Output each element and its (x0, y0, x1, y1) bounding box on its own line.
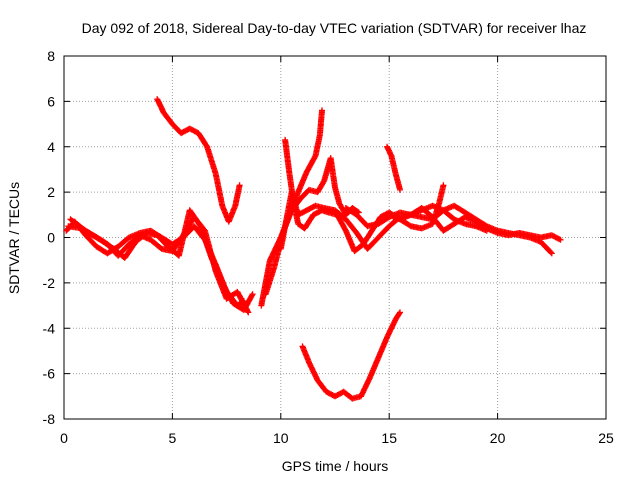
y-tick-label: -8 (43, 411, 56, 427)
data-point (387, 151, 394, 158)
data-points (63, 96, 564, 402)
data-point (397, 309, 403, 316)
series-sat-k (386, 205, 564, 243)
x-tick-label: 10 (273, 430, 289, 446)
y-axis-label: SDTVAR / TECUs (6, 182, 22, 294)
y-tick-label: 0 (47, 230, 55, 246)
x-axis-label: GPS time / hours (282, 458, 389, 474)
y-tick-label: 6 (47, 93, 55, 109)
y-tick-label: -6 (43, 366, 56, 382)
y-tick-label: -2 (43, 275, 56, 291)
y-tick-label: 2 (47, 184, 55, 200)
data-point (440, 182, 447, 189)
x-tick-label: 0 (60, 430, 68, 446)
series-sat-j (384, 143, 403, 193)
data-point (557, 236, 564, 243)
x-tick-label: 25 (598, 430, 614, 446)
series-sat-b (65, 214, 252, 316)
x-tick-label: 20 (490, 430, 506, 446)
data-point (397, 186, 403, 193)
x-tick-label: 5 (169, 430, 177, 446)
data-point (547, 249, 554, 256)
x-tick-label: 15 (381, 430, 397, 446)
series-sat-l (299, 309, 403, 402)
data-point (248, 292, 255, 299)
data-point (245, 309, 252, 316)
data-point (236, 182, 243, 189)
axis-ticks: 0 5 10 15 20 25 -8 -6 -4 -2 0 2 4 6 8 (43, 48, 614, 446)
data-point (319, 107, 325, 114)
series-sat-d (154, 96, 243, 225)
data-point (556, 236, 563, 243)
y-tick-label: 4 (47, 139, 55, 155)
data-point (548, 250, 555, 257)
series-sat-c (67, 207, 256, 314)
data-point (396, 310, 403, 317)
chart-title: Day 092 of 2018, Sidereal Day-to-day VTE… (82, 20, 587, 36)
data-point (249, 291, 256, 298)
y-tick-label: 8 (47, 48, 55, 64)
series-sat-f (262, 155, 362, 298)
y-tick-label: -4 (43, 320, 56, 336)
